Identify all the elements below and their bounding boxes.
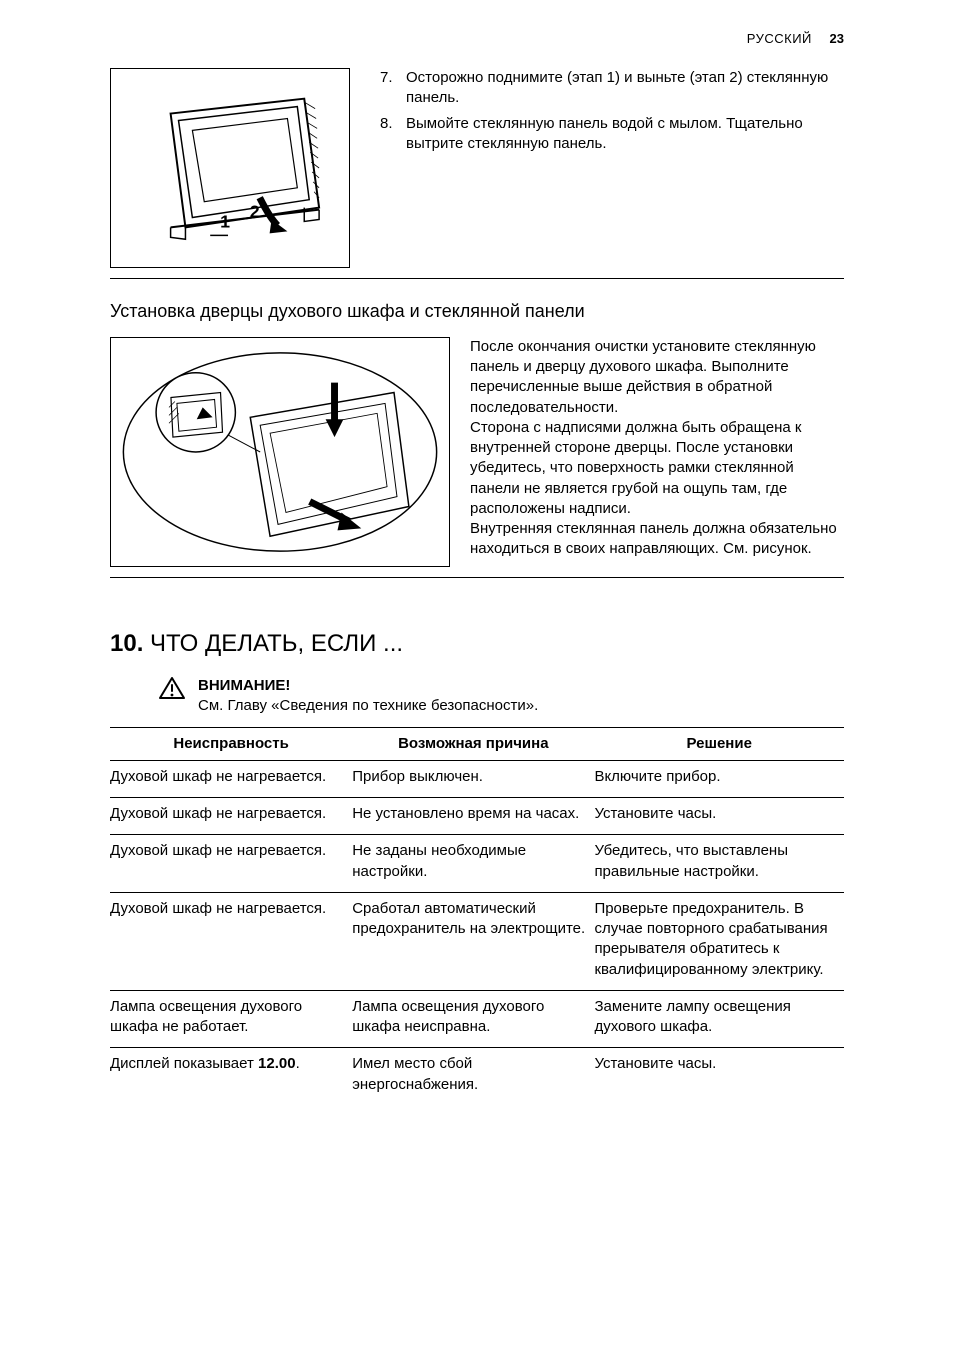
cell-solution: Замените лампу освещения духового шкафа. (594, 990, 844, 1048)
cell-problem: Духовой шкаф не нагревается. (110, 760, 352, 797)
install-paragraph-1: После окончания очистки установите стекл… (470, 337, 844, 418)
chapter-number: 10. (110, 630, 143, 657)
table-row: Дисплей показывает 12.00. Имел место сбо… (110, 1048, 844, 1105)
oven-door-glass-diagram-icon: 1 2 (111, 69, 349, 267)
warning-block: ВНИМАНИЕ! См. Главу «Сведения по технике… (158, 676, 844, 717)
cell-cause: Лампа освещения духового шкафа неисправн… (352, 990, 594, 1048)
cell-solution: Установите часы. (594, 798, 844, 835)
install-paragraph-2: Сторона с надписями должна быть обращена… (470, 418, 844, 519)
figure-glass-panel-install (110, 337, 450, 567)
cell-problem: Духовой шкаф не нагревается. (110, 798, 352, 835)
install-paragraph-3: Внутренняя стеклянная панель должна обяз… (470, 519, 844, 560)
cell-cause: Не заданы необходимые настройки. (352, 835, 594, 893)
instruction-steps: 7. Осторожно поднимите (этап 1) и выньте… (380, 68, 844, 268)
table-row: Духовой шкаф не нагревается. Сработал ав… (110, 892, 844, 990)
table-header-row: Неисправность Возможная причина Решение (110, 727, 844, 760)
figure1-label-1: 1 (220, 211, 230, 231)
step-8: 8. Вымойте стеклянную панель водой с мыл… (380, 114, 844, 155)
install-section: После окончания очистки установите стекл… (110, 337, 844, 578)
step-7: 7. Осторожно поднимите (этап 1) и выньте… (380, 68, 844, 109)
table-row: Духовой шкаф не нагревается. Не заданы н… (110, 835, 844, 893)
header-page-number: 23 (830, 31, 844, 46)
troubleshooting-table: Неисправность Возможная причина Решение … (110, 727, 844, 1105)
warning-title: ВНИМАНИЕ! (198, 676, 538, 696)
warning-body: См. Главу «Сведения по технике безопасно… (198, 696, 538, 716)
cell-problem: Дисплей показывает 12.00. (110, 1048, 352, 1105)
header-language: РУССКИЙ (747, 31, 812, 46)
cell-cause: Имел место сбой энергоснабжения. (352, 1048, 594, 1105)
cell-cause: Не установлено время на часах. (352, 798, 594, 835)
glass-panel-install-diagram-icon (111, 338, 449, 566)
cell-solution: Убедитесь, что выставлены правильные нас… (594, 835, 844, 893)
step-number: 7. (380, 68, 406, 109)
install-text: После окончания очистки установите стекл… (470, 337, 844, 567)
cell-cause: Прибор выключен. (352, 760, 594, 797)
figure-glass-panel-removal: 1 2 (110, 68, 350, 268)
cell-solution: Установите часы. (594, 1048, 844, 1105)
top-section: 1 2 7. Осторожно поднимите (этап 1) и вы… (110, 68, 844, 279)
table-row: Духовой шкаф не нагревается. Не установл… (110, 798, 844, 835)
step-number: 8. (380, 114, 406, 155)
cell-text-bold: 12.00 (258, 1055, 296, 1072)
cell-solution: Включите прибор. (594, 760, 844, 797)
page-header: РУССКИЙ 23 (110, 30, 844, 48)
warning-triangle-icon (158, 676, 186, 700)
table-header-problem: Неисправность (110, 727, 352, 760)
step-text: Осторожно поднимите (этап 1) и выньте (э… (406, 68, 844, 109)
cell-problem: Лампа освещения духового шкафа не работа… (110, 990, 352, 1048)
cell-solution: Проверьте предохранитель. В случае повто… (594, 892, 844, 990)
table-row: Духовой шкаф не нагревается. Прибор выкл… (110, 760, 844, 797)
warning-text: ВНИМАНИЕ! См. Главу «Сведения по технике… (198, 676, 538, 717)
chapter-heading: 10. ЧТО ДЕЛАТЬ, ЕСЛИ ... (110, 628, 844, 660)
cell-cause: Сработал автоматический предохранитель н… (352, 892, 594, 990)
figure1-label-2: 2 (250, 201, 260, 221)
table-body: Духовой шкаф не нагревается. Прибор выкл… (110, 760, 844, 1105)
subheading-install-door: Установка дверцы духового шкафа и стекля… (110, 299, 844, 323)
table-row: Лампа освещения духового шкафа не работа… (110, 990, 844, 1048)
cell-text-pre: Дисплей показывает (110, 1055, 258, 1072)
cell-problem: Духовой шкаф не нагревается. (110, 892, 352, 990)
chapter-title: ЧТО ДЕЛАТЬ, ЕСЛИ ... (143, 630, 403, 657)
table-header-cause: Возможная причина (352, 727, 594, 760)
cell-text-post: . (296, 1055, 300, 1072)
step-text: Вымойте стеклянную панель водой с мылом.… (406, 114, 844, 155)
table-header-solution: Решение (594, 727, 844, 760)
cell-problem: Духовой шкаф не нагревается. (110, 835, 352, 893)
